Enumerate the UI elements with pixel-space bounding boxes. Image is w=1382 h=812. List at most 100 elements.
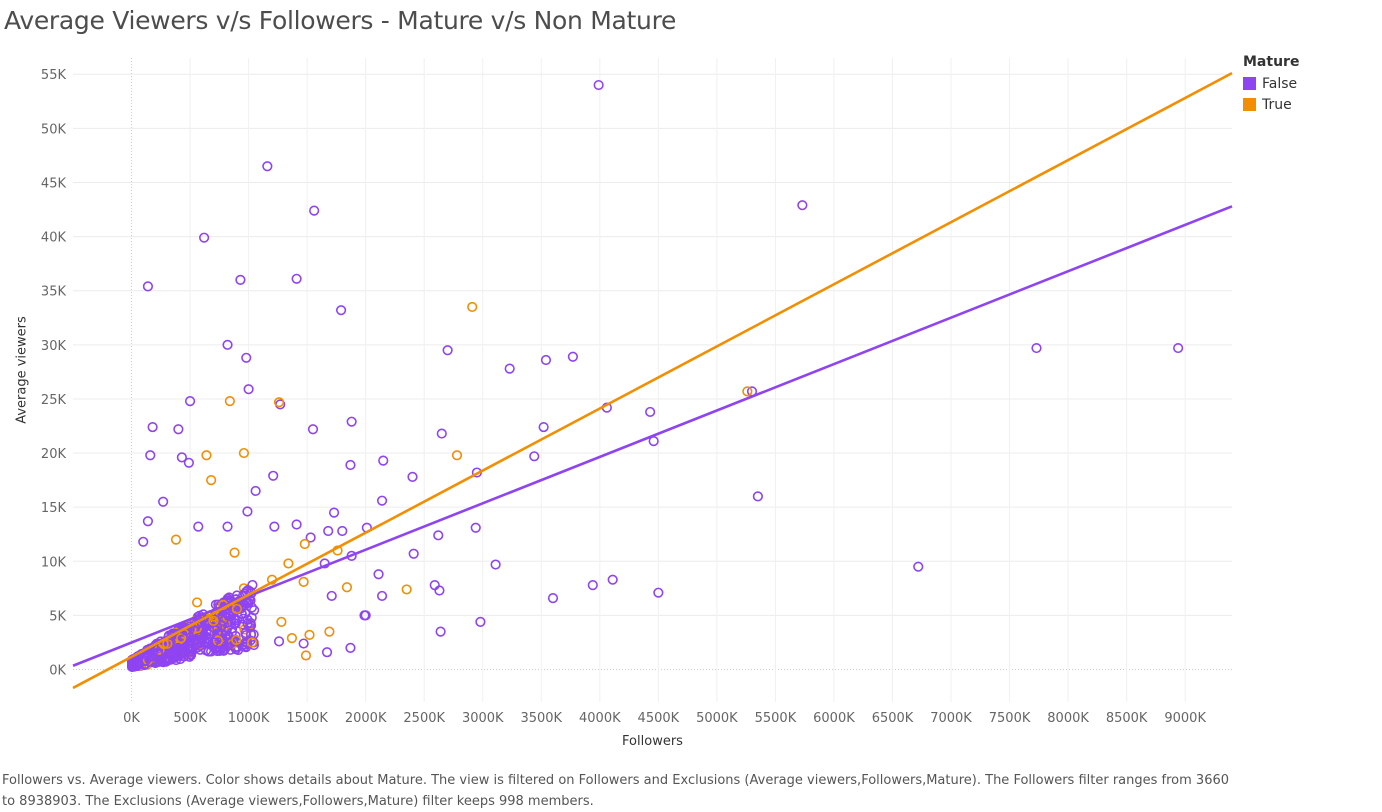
point-true[interactable] [283, 558, 294, 569]
point-false[interactable] [360, 610, 371, 621]
point-false[interactable] [540, 354, 552, 366]
point-false[interactable] [567, 351, 578, 362]
point-false[interactable] [193, 521, 204, 532]
point-true[interactable] [231, 603, 242, 615]
point-false[interactable] [138, 536, 149, 547]
point-false[interactable] [291, 519, 302, 530]
point-false[interactable] [376, 495, 388, 506]
point-false[interactable] [587, 580, 598, 591]
point-false[interactable] [436, 428, 447, 439]
point-false[interactable] [145, 450, 156, 461]
point-false[interactable] [222, 339, 233, 350]
point-true[interactable] [191, 597, 203, 608]
point-false[interactable] [607, 574, 618, 585]
point-true[interactable] [286, 633, 298, 644]
point-true[interactable] [276, 616, 287, 628]
point-false[interactable] [291, 273, 302, 284]
point-false[interactable] [648, 436, 659, 447]
point-false[interactable] [529, 451, 540, 462]
point-true[interactable] [451, 450, 463, 461]
point-false[interactable] [323, 525, 334, 537]
point-true[interactable] [304, 629, 315, 640]
point-false[interactable] [158, 496, 169, 507]
point-true[interactable] [208, 615, 219, 626]
point-false[interactable] [335, 305, 347, 316]
point-false[interactable] [442, 345, 453, 356]
point-false[interactable] [268, 470, 279, 481]
point-false[interactable] [434, 585, 445, 596]
point-false[interactable] [408, 548, 419, 559]
trend-line-false[interactable] [72, 205, 1233, 667]
point-false[interactable] [593, 79, 604, 91]
point-false[interactable] [235, 274, 246, 285]
point-true[interactable] [401, 584, 412, 595]
point-false[interactable] [142, 281, 154, 292]
point-false[interactable] [475, 616, 486, 628]
point-true[interactable] [300, 650, 312, 661]
point-true[interactable] [238, 447, 250, 459]
point-false[interactable] [222, 521, 233, 532]
point-false[interactable] [752, 491, 763, 502]
point-true[interactable] [341, 582, 353, 593]
point-false[interactable] [504, 363, 515, 374]
point-false[interactable] [241, 352, 252, 363]
point-true[interactable] [467, 301, 478, 313]
point-false[interactable] [176, 452, 187, 463]
point-true[interactable] [247, 637, 258, 648]
point-false[interactable] [345, 642, 356, 653]
point-false[interactable] [797, 200, 808, 211]
point-false[interactable] [376, 590, 388, 602]
point-false[interactable] [142, 516, 154, 527]
point-false[interactable] [328, 507, 340, 518]
point-false[interactable] [433, 530, 444, 541]
trend-line-true[interactable] [72, 72, 1233, 690]
point-true[interactable] [273, 397, 285, 408]
point-false[interactable] [407, 471, 418, 482]
point-true[interactable] [229, 547, 240, 558]
point-false[interactable] [490, 559, 501, 570]
point-false[interactable] [250, 485, 261, 497]
point-false[interactable] [184, 396, 196, 407]
point-false[interactable] [653, 587, 664, 598]
point-false[interactable] [183, 457, 194, 468]
point-false[interactable] [547, 592, 559, 604]
point-false[interactable] [199, 232, 210, 243]
point-false[interactable] [346, 416, 357, 427]
legend-item-true[interactable]: True [1243, 94, 1299, 115]
point-false[interactable] [429, 580, 440, 591]
point-false[interactable] [173, 424, 184, 435]
point-false[interactable] [305, 532, 316, 543]
point-false[interactable] [645, 406, 656, 418]
point-false[interactable] [345, 459, 356, 471]
point-false[interactable] [1173, 342, 1184, 354]
point-true[interactable] [170, 534, 182, 545]
point-false[interactable] [470, 522, 481, 533]
point-true[interactable] [742, 386, 753, 397]
point-false[interactable] [262, 161, 273, 172]
point-false[interactable] [326, 590, 337, 602]
point-false[interactable] [147, 421, 158, 433]
point-true[interactable] [299, 538, 310, 550]
point-false[interactable] [307, 424, 319, 435]
point-false[interactable] [309, 205, 320, 216]
point-false[interactable] [913, 561, 924, 572]
point-false[interactable] [1031, 342, 1042, 354]
point-true[interactable] [224, 396, 235, 407]
point-false[interactable] [538, 421, 549, 433]
point-false[interactable] [269, 521, 280, 532]
legend-item-false[interactable]: False [1243, 73, 1299, 94]
point-true[interactable] [206, 475, 217, 486]
point-true[interactable] [324, 626, 335, 637]
point-false[interactable] [435, 626, 446, 637]
point-false[interactable] [337, 525, 348, 537]
point-false[interactable] [243, 384, 254, 395]
point-false[interactable] [242, 506, 253, 517]
point-true[interactable] [298, 576, 309, 587]
point-true[interactable] [201, 450, 212, 461]
point-false[interactable] [378, 455, 389, 466]
point-false[interactable] [321, 647, 333, 658]
point-false[interactable] [208, 637, 219, 648]
point-false[interactable] [373, 569, 384, 580]
point-false[interactable] [298, 638, 309, 649]
point-false[interactable] [273, 636, 285, 647]
